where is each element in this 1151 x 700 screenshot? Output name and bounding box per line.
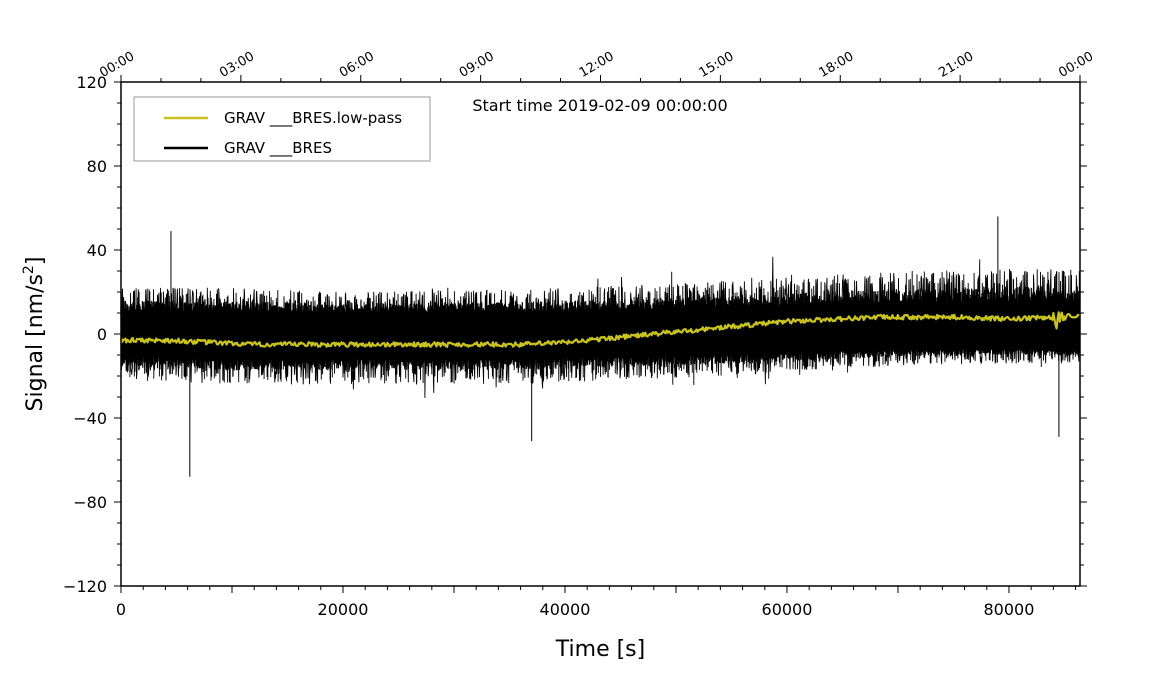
top-tick-label: 03:00: [217, 49, 257, 81]
top-time-axis: 00:00 03:00 06:00 09:00 12:00 15:00 18:00 21:00…: [97, 49, 1096, 82]
y-axis-title-main: Signal [nm/s: [23, 274, 48, 411]
top-tick-label: 18:00: [817, 49, 857, 81]
y-tick-label: 80: [87, 157, 107, 176]
top-tick-label: 21:00: [936, 49, 976, 81]
legend: GRAV ___BRES.low-pass GRAV ___BRES: [133, 96, 431, 162]
y-tick-label: 120: [76, 73, 107, 92]
series-grav-bres-low-pass: [119, 311, 1081, 348]
legend-label-raw: GRAV ___BRES: [224, 139, 332, 158]
legend-box: [133, 96, 431, 162]
y-tick-label: −80: [73, 493, 107, 512]
series-core-raw: [120, 287, 1081, 371]
x-axis-title: Time [s]: [555, 637, 645, 662]
x-tick-label: 80000: [984, 600, 1035, 619]
y-axis-title: Signal [nm/s2]: [21, 257, 48, 412]
top-tick-label: 09:00: [457, 49, 497, 81]
top-tick-label: 12:00: [577, 49, 617, 81]
x-tick-label: 20000: [318, 600, 369, 619]
x-tick-label: 60000: [762, 600, 813, 619]
y-tick-label: −120: [63, 577, 107, 596]
series-line-low-pass: [119, 311, 1081, 348]
y-tick-label: −40: [73, 409, 107, 428]
y-tick-label: 40: [87, 241, 107, 260]
x-axis: 0 20000 40000 60000 80000: [116, 586, 1077, 619]
top-tick-label: 00:00: [97, 49, 137, 81]
top-tick-label: 06:00: [337, 49, 377, 81]
y-axis: −120 −80 −40 0 40 80 120: [63, 73, 1087, 596]
x-tick-label: 40000: [540, 600, 591, 619]
x-tick-label: 0: [116, 600, 126, 619]
y-axis-title-superscript: 2: [21, 265, 37, 274]
y-tick-label: 0: [97, 325, 107, 344]
legend-label-low-pass: GRAV ___BRES.low-pass: [224, 109, 402, 128]
y-axis-title-close: ]: [23, 257, 48, 266]
start-time-annotation: Start time 2019-02-09 00:00:00: [472, 96, 727, 115]
top-tick-label: 15:00: [697, 49, 737, 81]
top-tick-label: 00:00: [1056, 49, 1096, 81]
